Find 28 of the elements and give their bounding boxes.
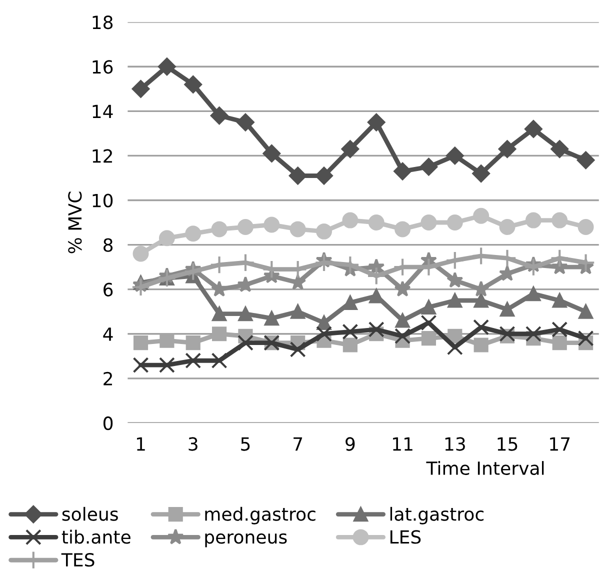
x-tick-label: 9	[346, 437, 355, 451]
y-tick-label: 10	[92, 194, 113, 208]
y-tick-label: 0	[103, 416, 113, 430]
x-tick-label: 15	[498, 437, 518, 451]
x-axis-title: Time Interval	[426, 461, 544, 476]
x-tick-label: 11	[393, 437, 412, 451]
legend-label: tib.ante	[62, 530, 130, 544]
x-tick-label: 3	[188, 437, 198, 451]
legend-label: med.gastroc	[205, 506, 316, 524]
legend-label: LES	[390, 530, 421, 544]
x-tick-label: 17	[550, 437, 570, 451]
x-tick-label: 5	[241, 437, 250, 451]
legend-label: lat.gastroc	[390, 506, 484, 524]
y-tick-label: 8	[104, 238, 113, 252]
y-tick-label: 18	[92, 16, 113, 30]
legend-label: peroneus	[205, 533, 287, 548]
y-tick-label: 14	[92, 104, 113, 118]
y-tick-label: 6	[104, 282, 113, 296]
y-tick-label: 12	[92, 149, 112, 163]
y-tick-label: 16	[92, 60, 113, 74]
x-tick-label: 13	[445, 437, 465, 451]
y-tick-label: 2	[104, 372, 112, 386]
x-tick-label: 1	[137, 437, 145, 451]
y-tick-label: 4	[103, 328, 113, 341]
y-axis-title: % MVC	[68, 192, 82, 254]
x-tick-label: 7	[294, 437, 302, 451]
legend-label: TES	[61, 553, 94, 567]
legend-label: soleus	[62, 506, 118, 521]
